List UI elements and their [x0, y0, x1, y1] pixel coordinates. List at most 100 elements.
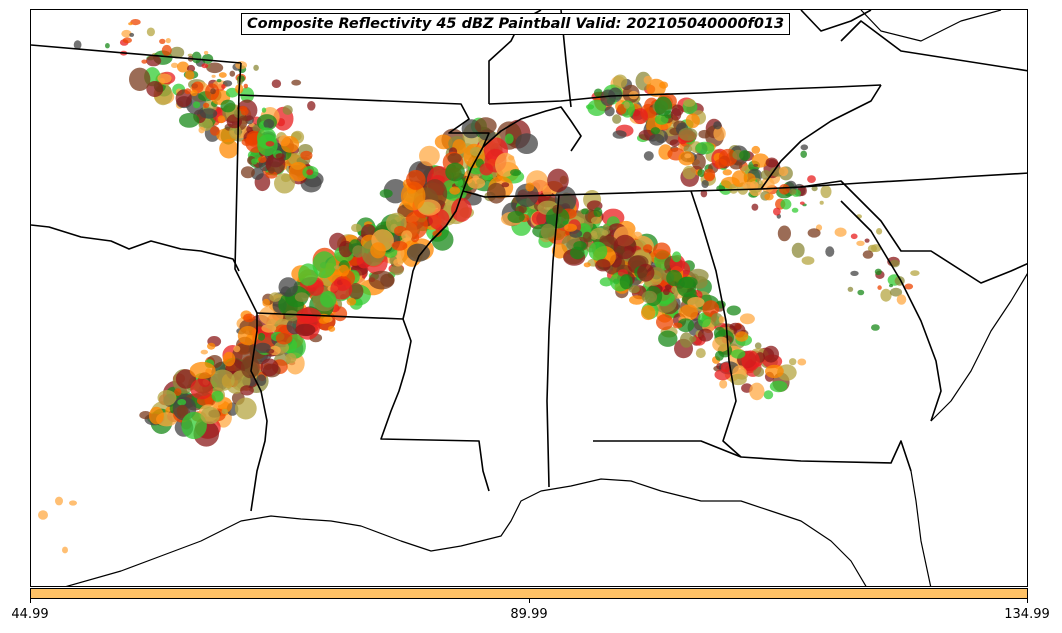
reflectivity-blob: [672, 322, 683, 329]
reflectivity-blob: [780, 198, 792, 210]
reflectivity-blob: [177, 399, 187, 406]
reflectivity-blob: [62, 546, 68, 554]
reflectivity-blob: [217, 115, 226, 124]
reflectivity-blob: [547, 168, 569, 193]
nc-sc-border: [800, 180, 1027, 284]
reflectivity-blob: [739, 313, 755, 325]
reflectivity-blob: [650, 127, 661, 135]
reflectivity-blob: [351, 223, 362, 233]
reflectivity-blob: [679, 332, 693, 348]
gulf-coastline: [65, 478, 867, 586]
reflectivity-blob: [715, 350, 724, 361]
reflectivity-blob: [896, 294, 907, 305]
reflectivity-blob: [243, 313, 255, 323]
reflectivity-blob: [714, 158, 728, 169]
reflectivity-blob: [185, 70, 195, 80]
reflectivity-blob: [643, 151, 654, 161]
reflectivity-blob: [139, 411, 152, 420]
reflectivity-blob: [222, 351, 236, 367]
reflectivity-blob: [291, 79, 302, 86]
reflectivity-blob: [669, 139, 680, 147]
reflectivity-blob: [590, 216, 602, 225]
reflectivity-blob: [685, 113, 700, 129]
reflectivity-blob: [199, 108, 218, 119]
reflectivity-blob: [434, 134, 453, 150]
reflectivity-blob: [368, 270, 395, 290]
reflectivity-blob: [820, 185, 832, 199]
reflectivity-blob: [713, 126, 726, 141]
reflectivity-blob: [714, 369, 731, 381]
reflectivity-blob: [719, 379, 728, 389]
reflectivity-blob: [834, 227, 847, 237]
reflectivity-blob: [221, 84, 226, 89]
reflectivity-blob: [393, 258, 404, 267]
reflectivity-blob: [515, 133, 538, 155]
reflectivity-blob: [769, 380, 788, 393]
reflectivity-blob: [619, 274, 633, 290]
reflectivity-blob: [265, 171, 278, 179]
reflectivity-blob: [176, 404, 188, 419]
reflectivity-blob: [593, 207, 603, 218]
reflectivity-blob: [791, 242, 805, 258]
reflectivity-blob: [857, 289, 865, 296]
reflectivity-blob: [659, 81, 669, 89]
reflectivity-blob: [141, 59, 148, 64]
reflectivity-blob: [658, 330, 678, 347]
reflectivity-blob: [698, 129, 711, 139]
reflectivity-blob: [128, 22, 133, 26]
reflectivity-blob: [203, 102, 210, 108]
reflectivity-blob: [652, 242, 671, 260]
reflectivity-blob: [256, 127, 277, 149]
reflectivity-blob: [876, 228, 883, 235]
reflectivity-blob: [69, 500, 77, 506]
reflectivity-blob: [190, 89, 198, 97]
reflectivity-blob: [811, 185, 818, 192]
mo-ar-border: [238, 94, 490, 192]
reflectivity-blob: [504, 133, 514, 144]
reflectivity-blob: [765, 364, 784, 379]
reflectivity-blob: [300, 150, 313, 161]
reflectivity-blob: [735, 331, 749, 342]
reflectivity-blob: [220, 99, 236, 113]
reflectivity-blob: [268, 167, 275, 174]
reflectivity-blob: [612, 74, 628, 89]
reflectivity-blob: [352, 245, 365, 258]
reflectivity-blob: [602, 224, 610, 231]
reflectivity-blob: [654, 96, 673, 117]
reflectivity-blob: [38, 510, 48, 520]
reflectivity-blob: [229, 70, 236, 77]
reflectivity-blob: [159, 38, 166, 45]
reflectivity-blob: [850, 270, 859, 276]
reflectivity-blob: [800, 150, 807, 158]
reflectivity-blob: [683, 98, 696, 107]
reflectivity-blob: [240, 385, 254, 396]
reflectivity-blob: [729, 373, 747, 386]
reflectivity-blob: [253, 64, 259, 71]
reflectivity-blob: [649, 133, 665, 146]
reflectivity-blob: [763, 390, 774, 400]
reflectivity-blob: [202, 53, 214, 64]
reflectivity-blob: [763, 345, 779, 363]
reflectivity-blob: [146, 81, 164, 97]
reflectivity-blob: [370, 242, 386, 259]
reflectivity-blob: [262, 298, 271, 307]
reflectivity-blob: [731, 170, 748, 188]
reflectivity-blob: [165, 38, 171, 44]
colorbar: [30, 588, 1028, 599]
reflectivity-blob: [192, 101, 201, 109]
reflectivity-blob: [240, 108, 249, 116]
reflectivity-blob: [121, 29, 132, 38]
reflectivity-blob: [274, 173, 295, 194]
reflectivity-blob: [778, 184, 790, 195]
reflectivity-blob: [129, 67, 151, 92]
reflectivity-blob: [406, 169, 426, 190]
reflectivity-blob: [551, 243, 568, 259]
reflectivity-blob: [889, 287, 903, 297]
reflectivity-blob: [807, 228, 821, 238]
reflectivity-blob: [449, 186, 461, 195]
reflectivity-blob: [200, 349, 208, 355]
reflectivity-blob: [643, 244, 653, 253]
reflectivity-blob: [174, 388, 182, 396]
reflectivity-blob: [753, 163, 759, 167]
reflectivity-blob: [753, 366, 765, 377]
